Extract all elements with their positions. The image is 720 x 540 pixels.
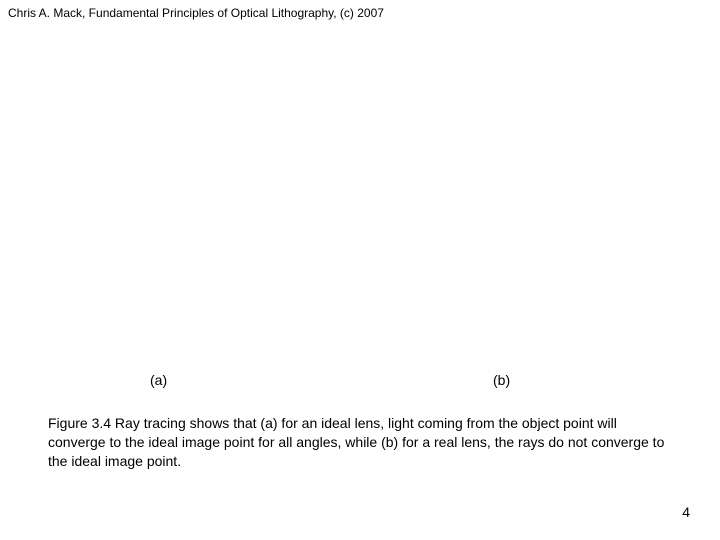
figure-label-b: (b) [493, 372, 510, 388]
figure-caption: Figure 3.4 Ray tracing shows that (a) fo… [48, 414, 672, 471]
page-number: 4 [682, 504, 690, 520]
page-header: Chris A. Mack, Fundamental Principles of… [8, 6, 384, 20]
figure-label-a: (a) [150, 372, 167, 388]
